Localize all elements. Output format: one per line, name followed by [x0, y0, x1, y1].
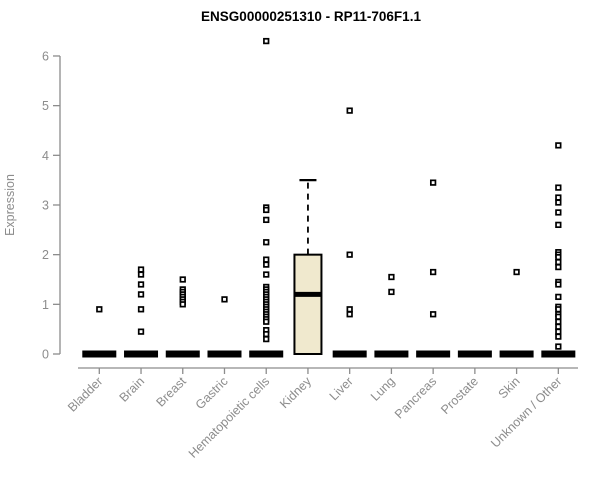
outlier-point — [263, 318, 270, 325]
outlier-point — [346, 311, 353, 318]
outlier-point — [346, 251, 353, 258]
outlier-point — [263, 261, 270, 268]
boxplot-collapsed-box — [165, 350, 200, 358]
x-category-label: Lung — [368, 374, 398, 404]
x-category-label: Liver — [327, 374, 356, 403]
outlier-point — [555, 323, 562, 330]
outlier-point — [555, 184, 562, 191]
outlier-point — [263, 335, 270, 343]
outlier-point — [346, 107, 353, 114]
outlier-point — [555, 318, 562, 325]
outlier-point — [555, 281, 562, 288]
outlier-point — [137, 328, 145, 335]
outlier-point — [555, 293, 562, 301]
boxplot-collapsed-box — [332, 350, 367, 358]
y-tick-label: 2 — [42, 248, 49, 262]
outlier-point — [429, 179, 437, 186]
outlier-point — [137, 306, 145, 313]
outlier-point — [137, 271, 145, 278]
outlier-point — [137, 291, 145, 298]
y-tick-label: 1 — [42, 298, 49, 312]
outlier-point — [179, 301, 186, 308]
boxplot-collapsed-box — [124, 350, 159, 358]
outlier-point — [346, 306, 353, 313]
outlier-point — [555, 142, 562, 149]
outlier-point — [263, 206, 270, 214]
boxplot-box — [293, 253, 323, 355]
boxplot-collapsed-box — [374, 350, 409, 358]
outlier-point — [96, 306, 103, 313]
outlier-point — [263, 239, 270, 246]
box-series — [82, 37, 576, 358]
outlier-point — [555, 313, 562, 320]
outlier-point — [555, 343, 562, 350]
boxplot-collapsed-box — [416, 350, 451, 358]
boxplot-collapsed-box — [541, 350, 576, 358]
outlier-point — [555, 258, 562, 266]
outlier-point — [179, 276, 186, 283]
outlier-point — [221, 296, 228, 303]
outlier-point — [513, 268, 520, 276]
outlier-point — [263, 216, 270, 224]
y-tick-label: 4 — [42, 149, 49, 163]
outlier-point — [263, 271, 270, 278]
x-category-label: Gastric — [193, 374, 231, 412]
x-category-label: Pancreas — [392, 374, 439, 421]
outlier-point — [555, 263, 562, 271]
outlier-point — [263, 256, 270, 263]
boxplot-collapsed-box — [499, 350, 534, 358]
outlier-point — [263, 37, 270, 45]
y-axis-label: Expression — [3, 174, 17, 236]
outlier-point — [429, 268, 437, 276]
x-category-label: Bladder — [65, 374, 105, 414]
outlier-point — [555, 221, 562, 229]
x-category-label: Kidney — [277, 374, 314, 411]
outlier-point — [555, 306, 562, 313]
outlier-point — [555, 253, 562, 261]
outlier-point — [388, 273, 395, 281]
outlier-point — [388, 288, 395, 296]
outlier-point — [555, 333, 562, 340]
boxplot-collapsed-box — [457, 350, 492, 358]
outlier-point — [555, 199, 562, 206]
outlier-point — [555, 209, 562, 216]
outlier-point — [263, 330, 270, 338]
outlier-point — [555, 328, 562, 335]
y-tick-label: 5 — [42, 99, 49, 113]
boxplot-collapsed-box — [249, 350, 284, 358]
x-category-label: Brain — [117, 374, 148, 405]
x-category-label: Skin — [496, 374, 523, 401]
x-category-label: Prostate — [438, 374, 481, 417]
y-tick-label: 6 — [42, 49, 49, 63]
outlier-point — [137, 266, 145, 273]
x-category-label: Breast — [153, 374, 189, 410]
outlier-point — [137, 281, 145, 288]
x-category-label: Unknown / Other — [488, 374, 564, 450]
boxplot-collapsed-box — [82, 350, 117, 358]
x-category-label: Hematopoietic cells — [186, 374, 273, 461]
y-tick-label: 0 — [42, 348, 49, 362]
outlier-point — [429, 311, 437, 318]
chart-title: ENSG00000251310 - RP11-706F1.1 — [201, 9, 421, 24]
boxplot-collapsed-box — [207, 350, 242, 358]
y-tick-label: 3 — [42, 198, 49, 212]
outlier-point — [555, 194, 562, 201]
